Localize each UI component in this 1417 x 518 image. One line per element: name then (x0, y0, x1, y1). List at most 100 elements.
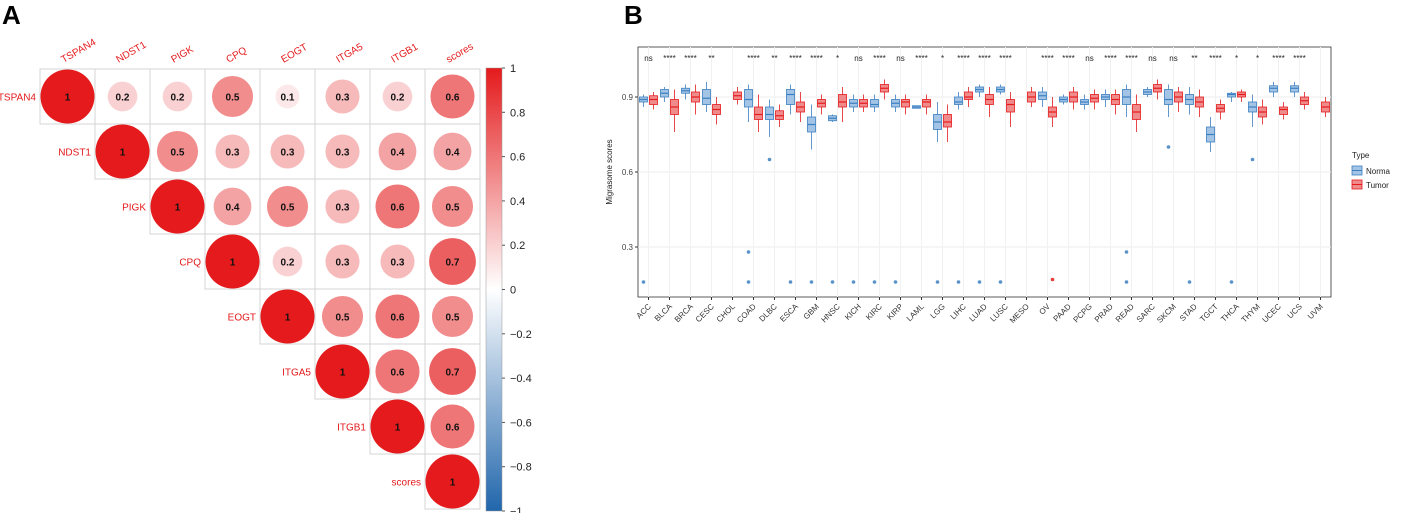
significance-label: **** (915, 54, 927, 63)
box-body (754, 106, 763, 120)
column-label: ITGA5 (335, 41, 366, 65)
box-body (838, 94, 847, 108)
significance-label: **** (1104, 54, 1116, 63)
significance-label: **** (1125, 54, 1137, 63)
outlier-point (998, 280, 1003, 284)
correlation-value: 1 (175, 203, 181, 214)
colorbar-tick-label: −0.2 (510, 329, 532, 341)
x-tick-label: CESC (694, 302, 716, 324)
colorbar-tick-label: 0.2 (510, 240, 525, 252)
legend-label: Tumor (1366, 181, 1389, 190)
correlation-circle (370, 399, 425, 454)
correlation-value: 0.7 (446, 368, 460, 379)
correlation-value: 1 (450, 478, 456, 489)
x-tick-label: PAAD (1052, 302, 1074, 324)
x-tick-label: MESO (1008, 302, 1031, 325)
correlation-circle (162, 81, 193, 112)
colorbar-tick-label: 0.6 (510, 152, 525, 164)
correlation-value: 0.2 (116, 93, 130, 104)
correlation-value: 0.6 (446, 423, 460, 434)
outlier-point (851, 280, 856, 284)
correlation-value: 0.3 (336, 203, 350, 214)
correlation-value: 0.5 (336, 313, 350, 324)
correlation-circle (430, 404, 475, 449)
correlation-value: 0.3 (336, 93, 350, 104)
colorbar-tick-label: −0.4 (510, 373, 532, 385)
column-label: NDST1 (115, 39, 149, 65)
correlation-value: 1 (120, 148, 126, 159)
correlation-circle (211, 75, 254, 118)
significance-label: ** (771, 54, 777, 63)
panel-b-label: B (624, 0, 643, 30)
x-tick-label: OV (1037, 302, 1052, 317)
box-body (649, 95, 658, 105)
correlation-circle (275, 84, 300, 109)
significance-label: * (1235, 54, 1238, 63)
correlation-value: 1 (65, 93, 71, 104)
correlation-value: 0.7 (446, 258, 460, 269)
significance-label: * (941, 54, 944, 63)
x-tick-label: DLBC (757, 302, 779, 324)
correlation-circle (150, 179, 205, 234)
significance-label: ns (1169, 54, 1177, 63)
x-tick-label: PRAD (1093, 302, 1115, 324)
correlation-circle (156, 130, 199, 173)
x-tick-label: GBM (802, 302, 821, 321)
correlation-circle (425, 454, 480, 509)
correlation-circle (272, 246, 303, 277)
correlation-value: 0.4 (446, 148, 460, 159)
correlation-circle (430, 74, 475, 119)
x-tick-label: LUAD (967, 302, 989, 324)
correlation-circle (375, 184, 420, 229)
x-tick-label: SARC (1135, 302, 1157, 324)
y-axis-title: Migrasome scores (605, 139, 614, 204)
colorbar-tick-label: 0.4 (510, 196, 525, 208)
x-tick-label: KICH (843, 302, 863, 322)
correlation-circle (431, 295, 474, 338)
x-tick-label: READ (1114, 302, 1136, 324)
significance-label: **** (978, 54, 990, 63)
panel-a: A 1 0.2 0.2 0.5 0.1 0.3 0.2 0.6 1 0.5 0.3 0.3 0.3 0.4… (0, 0, 560, 518)
significance-label: ns (854, 54, 862, 63)
significance-label: **** (684, 54, 696, 63)
box-body (1164, 89, 1173, 105)
correlation-value: 0.5 (281, 203, 295, 214)
significance-label: ** (1191, 54, 1197, 63)
box-body (1290, 85, 1299, 93)
correlation-circle (378, 132, 417, 171)
outlier-point (1229, 280, 1234, 284)
significance-label: ns (896, 54, 904, 63)
correlation-value: 0.4 (226, 203, 240, 214)
significance-label: **** (873, 54, 885, 63)
x-tick-label: LIHC (949, 302, 968, 321)
row-label: EOGT (228, 313, 256, 324)
significance-label: **** (789, 54, 801, 63)
x-tick-label: KIRP (885, 302, 905, 322)
box-body (765, 106, 774, 120)
box-body (744, 89, 753, 108)
colorbar-tick-label: 1 (510, 63, 516, 75)
outlier-point (1124, 250, 1129, 254)
outlier-point (809, 280, 814, 284)
correlation-circle (270, 134, 305, 169)
row-label: CPQ (179, 258, 201, 269)
x-tick-label: COAD (735, 302, 758, 325)
correlation-circle (429, 348, 476, 395)
correlation-circle (431, 185, 474, 228)
correlation-circle (266, 185, 309, 228)
correlation-value: 0.3 (226, 148, 240, 159)
correlation-circle (433, 132, 472, 171)
colorbar-bar (485, 67, 503, 512)
column-label: TSPAN4 (60, 37, 99, 66)
box-body (964, 91, 973, 100)
outlier-point (830, 280, 835, 284)
x-tick-label: ESCA (778, 302, 800, 324)
correlation-circle (95, 124, 150, 179)
row-label: ITGB1 (337, 423, 366, 434)
x-tick-label: LUSC (988, 302, 1010, 324)
correlation-value: 0.5 (171, 148, 185, 159)
outlier-point (872, 280, 877, 284)
significance-label: **** (999, 54, 1011, 63)
column-label: scores (445, 41, 476, 65)
correlation-circle (321, 295, 364, 338)
